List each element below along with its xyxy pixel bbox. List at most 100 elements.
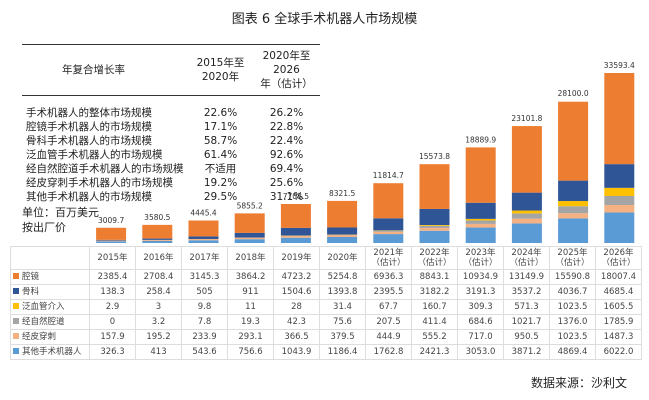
bar-segment xyxy=(465,223,496,228)
bar-segment xyxy=(96,227,127,240)
total-label: 3580.5 xyxy=(144,213,170,222)
table-cell: 1186.4 xyxy=(319,344,366,360)
cagr-cell: 手术机器人的整体市场规模 xyxy=(26,107,152,119)
cagr-row: 经皮穿刺手术机器人的市场规模 19.2% 25.6% xyxy=(22,176,320,190)
table-cell: 9.8 xyxy=(181,299,228,315)
table-cell: 2395.5 xyxy=(365,284,412,300)
table-row: 泛血管介入 2.9 3 9.8 11 28 31.4 67.7 160.7 309.3 571.3 1… xyxy=(10,299,642,315)
table-cell: 3053.0 xyxy=(457,344,504,360)
bar-segment xyxy=(142,224,173,239)
cagr-cell: 骨科手术机器人的市场规模 xyxy=(26,135,152,147)
price-basis: 按出厂价 xyxy=(22,221,66,234)
bar-segment xyxy=(558,218,589,243)
total-label: 7708.5 xyxy=(283,192,309,201)
cagr-header: 2020年至2026 年（估计） xyxy=(253,44,320,96)
table-cell: 411.4 xyxy=(411,314,458,330)
table-cell: 19.3 xyxy=(227,314,274,330)
table-cell: 258.4 xyxy=(135,284,182,300)
bar-segment xyxy=(604,187,635,196)
cagr-row: 其他手术机器人的市场规模 29.5% 31.1% xyxy=(22,190,320,204)
table-cell: 684.6 xyxy=(457,314,504,330)
cagr-cell: 22.4% xyxy=(269,135,304,147)
cagr-cell: 26.2% xyxy=(269,107,304,119)
bar-segment xyxy=(465,220,496,224)
bar-segment xyxy=(419,230,450,243)
bar-segment xyxy=(234,232,265,238)
legend-cell: 泛血管介入 xyxy=(10,299,90,315)
total-label: 3009.7 xyxy=(98,216,124,225)
source: 数据来源：沙利文 xyxy=(530,376,627,390)
bar-segment xyxy=(96,240,127,242)
cagr-row: 经自然腔道手术机器人的市场规模 不适用 69.4% xyxy=(22,162,320,176)
table-cell: 0 xyxy=(89,314,136,330)
legend-swatch xyxy=(13,348,19,354)
table-cell: 3182.2 xyxy=(411,284,458,300)
table-row: 骨科 138.3 258.4 505 911 1504.6 1393.8 2395.5 3182… xyxy=(10,284,642,300)
bar-segment xyxy=(96,239,127,241)
bar-segment xyxy=(604,204,635,213)
cagr-header: 2015年至 2020年 xyxy=(187,44,254,96)
total-label: 33593.4 xyxy=(604,61,635,70)
cagr-cell: 19.2% xyxy=(203,177,238,189)
year: 2024年 （估计） xyxy=(503,246,550,270)
cagr-row: 泛血管手术机器人的市场规模 61.4% 92.6% xyxy=(22,148,320,162)
table-cell: 326.3 xyxy=(89,344,136,360)
table-cell: 3.2 xyxy=(135,314,182,330)
cagr-cell: 22.8% xyxy=(269,121,304,133)
table-cell: 2421.3 xyxy=(411,344,458,360)
table-cell: 1393.8 xyxy=(319,284,366,300)
bar-segment xyxy=(327,236,358,243)
bar-segment xyxy=(327,235,358,237)
legend-label: 经皮穿刺 xyxy=(22,332,57,342)
table-cell: 28 xyxy=(273,299,320,315)
cagr-cell: 不适用 xyxy=(204,163,237,175)
legend-swatch xyxy=(13,273,19,279)
bar-segment xyxy=(280,237,311,243)
year: 2016年 xyxy=(135,246,182,270)
year: 2020年 xyxy=(319,246,366,270)
table-cell: 756.6 xyxy=(227,344,274,360)
bar-segment xyxy=(604,164,635,188)
bar-segment xyxy=(465,147,496,203)
cagr-cell: 17.1% xyxy=(203,121,238,133)
legend-cell: 腔镜 xyxy=(10,269,90,285)
table-cell: 717.0 xyxy=(457,329,504,345)
legend-cell: 骨科 xyxy=(10,284,90,300)
table-cell: 555.2 xyxy=(411,329,458,345)
cagr-header-row: 年复合增长率 2015年至 2020年 2020年至2026 年（估计） xyxy=(22,44,320,96)
table-cell: 3191.3 xyxy=(457,284,504,300)
table-cell: 444.9 xyxy=(365,329,412,345)
bar-segment xyxy=(280,203,311,228)
table-row: 其他手术机器人 326.3 413 543.6 756.6 1043.9 1186.4 176… xyxy=(10,344,642,360)
table-cell: 195.2 xyxy=(135,329,182,345)
cagr-cell: 其他手术机器人的市场规模 xyxy=(26,191,152,203)
data-table: 2015年 2016年 2017年 2018年 2019年 2020年 2021年 （估计）… xyxy=(10,246,642,360)
table-cell: 67.7 xyxy=(365,299,412,315)
bar-segment xyxy=(327,227,358,235)
unit: 单位：百万美元 xyxy=(22,206,99,219)
table-cell: 413 xyxy=(135,344,182,360)
year: 2023年 （估计） xyxy=(457,246,504,270)
table-row: 经自然腔道 0 3.2 7.8 19.3 42.3 75.6 207.5 411.4 684.6 1… xyxy=(10,314,642,330)
cagr-table: 年复合增长率 2015年至 2020年 2020年至2026 年（估计） 手术机器人的… xyxy=(22,44,320,204)
table-cell: 7.8 xyxy=(181,314,228,330)
table-cell: 5254.8 xyxy=(319,269,366,285)
total-label: 15573.8 xyxy=(419,152,450,161)
table-cell: 2708.4 xyxy=(135,269,182,285)
legend-swatch xyxy=(13,303,19,309)
table-cell: 1785.9 xyxy=(595,314,642,330)
bar-segment xyxy=(558,180,589,202)
bar-segment xyxy=(465,218,496,221)
cagr-cell: 经皮穿刺手术机器人的市场规模 xyxy=(26,177,173,189)
year: 2019年 xyxy=(273,246,320,270)
table-cell: 950.5 xyxy=(503,329,550,345)
legend-cell: 其他手术机器人 xyxy=(10,344,90,360)
cagr-cell: 25.6% xyxy=(269,177,304,189)
table-cell: 1023.5 xyxy=(549,329,596,345)
bar-segment xyxy=(465,227,496,243)
bar-segment xyxy=(96,241,127,243)
table-cell: 138.3 xyxy=(89,284,136,300)
cagr-cell: 经自然腔道手术机器人的市场规模 xyxy=(26,163,184,175)
